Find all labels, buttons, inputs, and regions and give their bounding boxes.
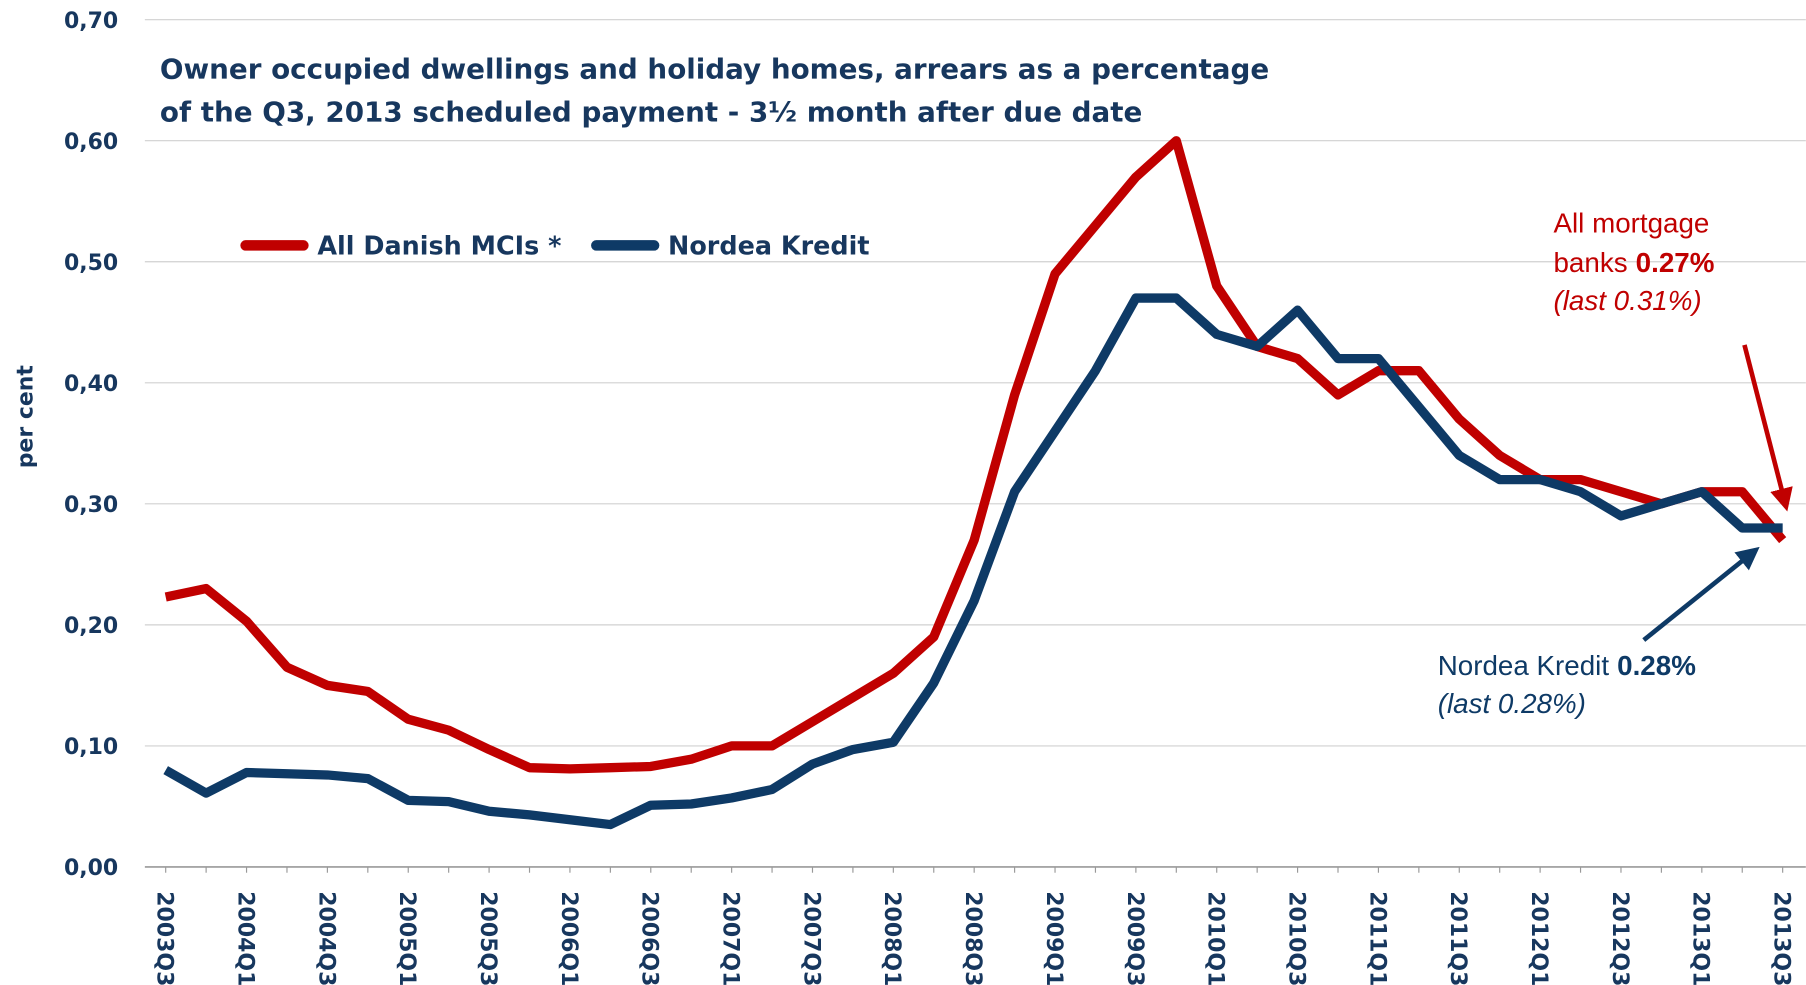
x-tick-label: 2010Q1 [1203,891,1228,985]
annotation-value: 0.27% [1636,247,1715,278]
legend: All Danish MCIs * Nordea Kredit [240,232,870,262]
y-tick-label: 0,40 [64,372,118,397]
legend-label: Nordea Kredit [668,232,870,262]
y-tick-label: 0,30 [64,493,118,518]
grid: 0,00 0,10 0,20 0,30 0,40 0,50 0,60 0,70 2003Q3 20… [64,9,1806,985]
y-tick-label: 0,70 [64,9,118,34]
annotation-note: (last 0.28%) [1438,688,1586,719]
x-tick-label: 2006Q1 [556,891,581,985]
x-tick-label: 2006Q3 [637,891,662,985]
annotation-arrow [1642,546,1760,642]
lines [163,136,1787,830]
y-tick-label: 0,20 [64,614,118,639]
x-tick-label: 2011Q3 [1445,891,1470,985]
annotation: Nordea Kredit 0.28% (last 0.28%) [1438,546,1760,719]
legend-label: All Danish MCIs * [317,232,561,262]
annotation-text: Nordea Kredit [1438,650,1610,681]
x-tick-label: 2007Q1 [718,891,743,985]
annotation-note: (last 0.31%) [1553,285,1701,316]
x-tick-label: 2004Q1 [232,891,257,985]
x-tick-label: 2008Q1 [879,891,904,985]
x-tick-label: 2009Q3 [1122,891,1147,985]
y-tick-label: 0,10 [64,735,118,760]
x-tick-label: 2005Q3 [475,891,500,985]
chart-title: Owner occupied dwellings and holiday hom… [160,53,1269,86]
x-tick-label: 2012Q3 [1607,891,1632,985]
chart-title: of the Q3, 2013 scheduled payment - 3½ m… [160,96,1142,129]
x-tick-label: 2009Q1 [1041,891,1066,985]
annotation-text: banks 0.27% [1553,247,1714,278]
y-tick-label: 0,50 [64,251,118,276]
x-tick-label: 2010Q3 [1283,891,1308,985]
annotation-value: 0.28% [1617,650,1696,681]
x-tick-label: 2013Q3 [1769,891,1794,985]
x-tick-label: 2007Q3 [798,891,823,985]
annotation-text: All mortgage [1553,208,1709,239]
y-tick-label: 0,60 [64,130,118,155]
x-tick-label: 2008Q3 [960,891,985,985]
x-tick-label: 2005Q1 [394,891,419,985]
annotation-text: Nordea Kredit 0.28% [1438,650,1696,681]
x-tick-label: 2012Q1 [1526,891,1551,985]
y-tick-label: 0,00 [64,856,118,881]
annotation-arrow [1742,344,1793,512]
annotation-text: banks [1553,247,1627,278]
x-tick-label: 2013Q1 [1688,891,1713,985]
series-line [164,136,1787,774]
series-line [163,293,1783,830]
x-tick-label: 2011Q1 [1364,891,1389,985]
x-tick-label: 2003Q3 [152,891,177,985]
annotation: All mortgage banks 0.27% (last 0.31%) [1553,208,1793,512]
y-axis-label: per cent [14,365,39,468]
x-tick-label: 2004Q3 [313,891,338,985]
